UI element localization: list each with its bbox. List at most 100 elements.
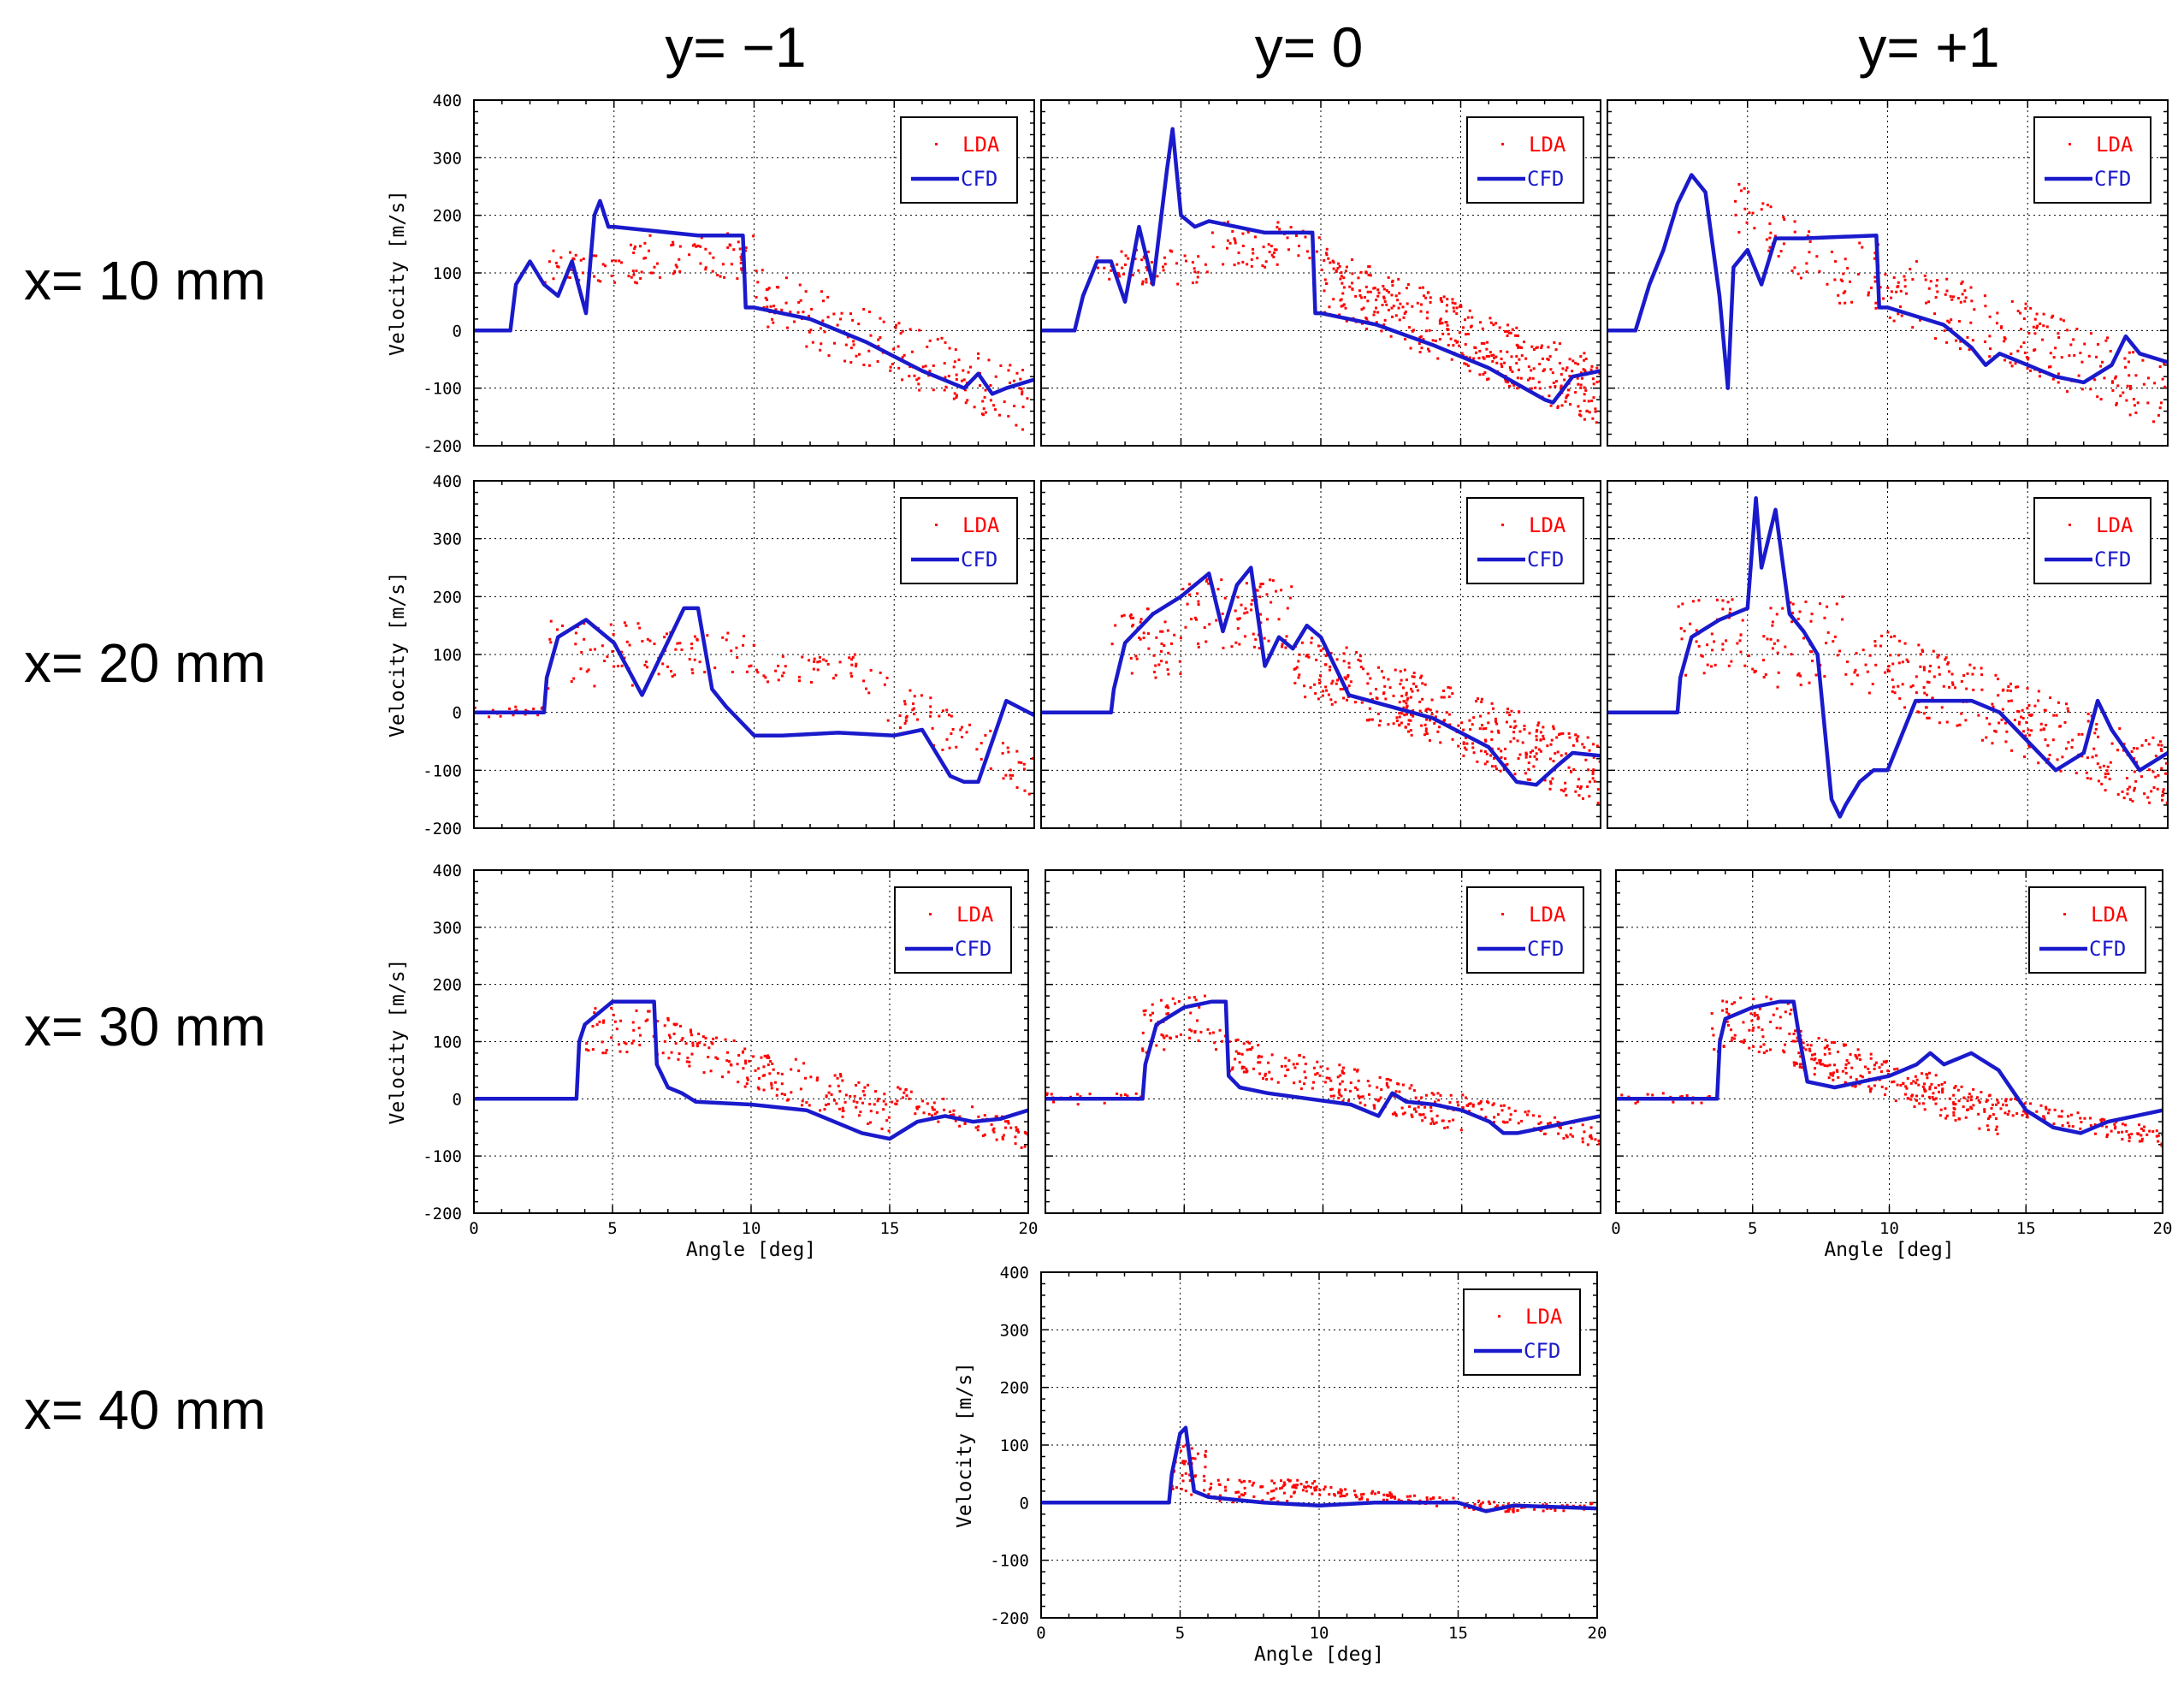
lda-point: [1934, 1086, 1938, 1089]
lda-point: [1850, 683, 1854, 686]
lda-point: [2039, 322, 2042, 325]
lda-point: [1848, 280, 1851, 283]
lda-point: [2027, 745, 2031, 749]
x-tick-label: 10: [742, 1219, 761, 1238]
lda-point: [882, 320, 885, 323]
lda-point: [1338, 1088, 1341, 1092]
lda-point: [1423, 1116, 1427, 1119]
lda-point: [1331, 259, 1335, 263]
lda-point: [552, 249, 555, 252]
lda-scatter-series: [1110, 578, 1601, 805]
lda-point: [1423, 1105, 1427, 1109]
lda-point: [2077, 732, 2080, 736]
lda-point: [1854, 1054, 1857, 1057]
lda-point: [1380, 1088, 1383, 1092]
lda-point: [1996, 1132, 1999, 1135]
lda-point: [2115, 1120, 2118, 1123]
lda-point: [1550, 738, 1554, 742]
lda-point: [1129, 613, 1133, 617]
lda-point: [1504, 1510, 1507, 1513]
lda-point: [2052, 1122, 2056, 1125]
legend-cfd-label: CFD: [2089, 937, 2126, 961]
lda-point: [1250, 1048, 1253, 1051]
lda-point: [1490, 702, 1494, 705]
lda-point: [1783, 1051, 1786, 1054]
lda-point: [1768, 236, 1772, 240]
lda-point: [2009, 699, 2013, 702]
lda-point: [676, 642, 679, 645]
lda-point: [593, 648, 596, 651]
lda-point: [1439, 297, 1442, 300]
lda-point: [1730, 660, 1733, 663]
lda-point: [1504, 380, 1507, 383]
lda-point: [2161, 798, 2164, 802]
legend-lda-marker: [2069, 143, 2071, 145]
lda-point: [1461, 326, 1465, 329]
lda-point: [673, 270, 677, 273]
lda-point: [1457, 744, 1460, 748]
lda-point: [955, 377, 958, 381]
lda-point: [1841, 618, 1844, 621]
lda-point: [1882, 297, 1885, 300]
lda-point: [1397, 1498, 1400, 1502]
lda-point: [1216, 588, 1220, 591]
lda-point: [1355, 1496, 1358, 1499]
lda-point: [1726, 601, 1730, 604]
lda-point: [1826, 1045, 1829, 1049]
lda-point: [1884, 273, 1887, 276]
lda-point: [1890, 290, 1893, 293]
lda-point: [1319, 1065, 1323, 1069]
lda-point: [1475, 700, 1478, 703]
lda-point: [678, 258, 681, 261]
lda-point: [1369, 692, 1372, 696]
lda-point: [1394, 1090, 1398, 1093]
lda-point: [1204, 1466, 1207, 1469]
lda-point: [1251, 1484, 1254, 1487]
lda-point: [1179, 637, 1182, 640]
lda-point: [1512, 1509, 1515, 1513]
lda-point: [620, 650, 624, 654]
lda-point: [1892, 319, 1896, 323]
lda-point: [1565, 1503, 1569, 1507]
lda-point: [1810, 1057, 1814, 1061]
lda-point: [1412, 682, 1416, 685]
lda-point: [913, 695, 916, 698]
lda-point: [1466, 1104, 1470, 1107]
plot-frame: [1607, 99, 2169, 447]
lda-point: [1972, 688, 1975, 691]
lda-point: [1287, 248, 1290, 252]
lda-point: [1739, 189, 1743, 192]
lda-point: [1179, 1449, 1182, 1453]
lda-point: [1509, 740, 1512, 743]
lda-point: [1197, 255, 1200, 258]
lda-point: [1844, 1071, 1848, 1075]
lda-point: [1387, 678, 1390, 681]
lda-point: [1752, 1045, 1755, 1048]
x-tick-label: 20: [1019, 1219, 1039, 1238]
lda-point: [1992, 1113, 1995, 1116]
lda-point: [1275, 1487, 1278, 1490]
lda-point: [928, 370, 932, 373]
lda-point: [1161, 630, 1164, 633]
lda-point: [2143, 1125, 2146, 1128]
lda-point: [1844, 1043, 1848, 1046]
legend-box: [1466, 886, 1584, 974]
lda-point: [1906, 1097, 1909, 1100]
lda-point: [666, 665, 669, 668]
lda-point: [1923, 1082, 1927, 1086]
lda-point: [1897, 684, 1900, 688]
lda-point: [693, 635, 696, 638]
lda-point: [2092, 747, 2096, 750]
lda-point: [2128, 351, 2131, 354]
lda-point: [1373, 310, 1376, 313]
lda-point: [725, 638, 728, 642]
legend-lda-label: LDA: [962, 513, 1000, 537]
lda-point: [1515, 362, 1518, 365]
lda-point: [1240, 1480, 1243, 1484]
lda-point: [1465, 748, 1468, 751]
lda-point: [1731, 1002, 1734, 1005]
lda-point: [1597, 1142, 1601, 1146]
lda-point: [1634, 1101, 1637, 1105]
